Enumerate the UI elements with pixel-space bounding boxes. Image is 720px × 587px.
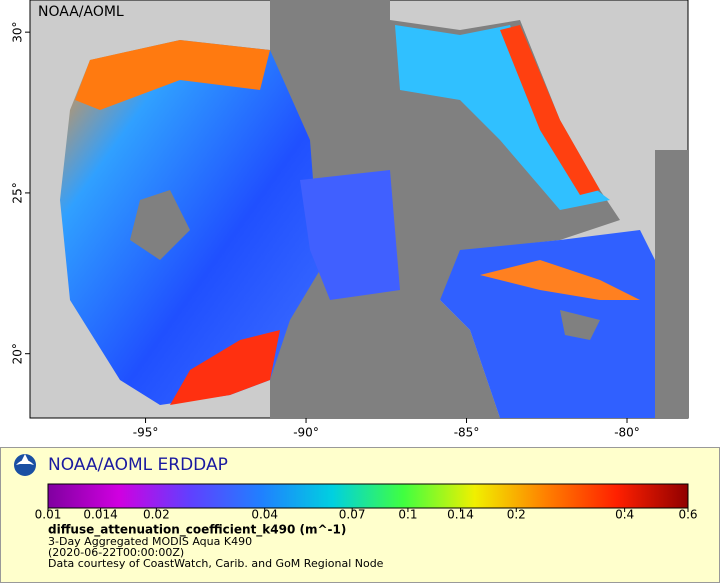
y-tick-label: 30°: [11, 22, 25, 43]
colorbar-tick-label: 0.14: [447, 508, 474, 522]
y-tick-label: 20°: [11, 343, 25, 364]
legend-title: NOAA/AOML ERDDAP: [48, 455, 228, 475]
colorbar-tick-label: 0.02: [143, 508, 170, 522]
colorbar-tick-label: 0.04: [251, 508, 278, 522]
x-tick-label: -95°: [133, 426, 159, 440]
colorbar-tick-label: 0.01: [35, 508, 62, 522]
colorbar-tick-label: 0.07: [339, 508, 366, 522]
y-tick-label: 25°: [11, 182, 25, 203]
watermark: NOAA/AOML: [38, 4, 124, 20]
variable-name: diffuse_attenuation_coefficient_k490 (m^…: [48, 523, 346, 538]
colorbar-tick-label: 0.1: [398, 508, 417, 522]
x-tick-label: -85°: [454, 426, 480, 440]
legend-note: Data courtesy of CoastWatch, Carib. and …: [48, 557, 384, 570]
x-tick-label: -80°: [614, 426, 640, 440]
colorbar: [47, 483, 689, 509]
x-tick-label: -90°: [293, 426, 319, 440]
legend-note: 3-Day Aggregated MODIS Aqua K490: [48, 535, 252, 548]
legend-note: (2020-06-22T00:00:00Z): [48, 546, 184, 559]
colorbar-tick-label: 0.014: [83, 508, 117, 522]
colorbar-tick-label: 0.2: [507, 508, 526, 522]
noaa-logo: [14, 454, 36, 476]
colorbar-tick-label: 0.4: [615, 508, 634, 522]
colorbar-tick-label: 0.6: [678, 508, 697, 522]
map-imagery: [60, 0, 688, 418]
